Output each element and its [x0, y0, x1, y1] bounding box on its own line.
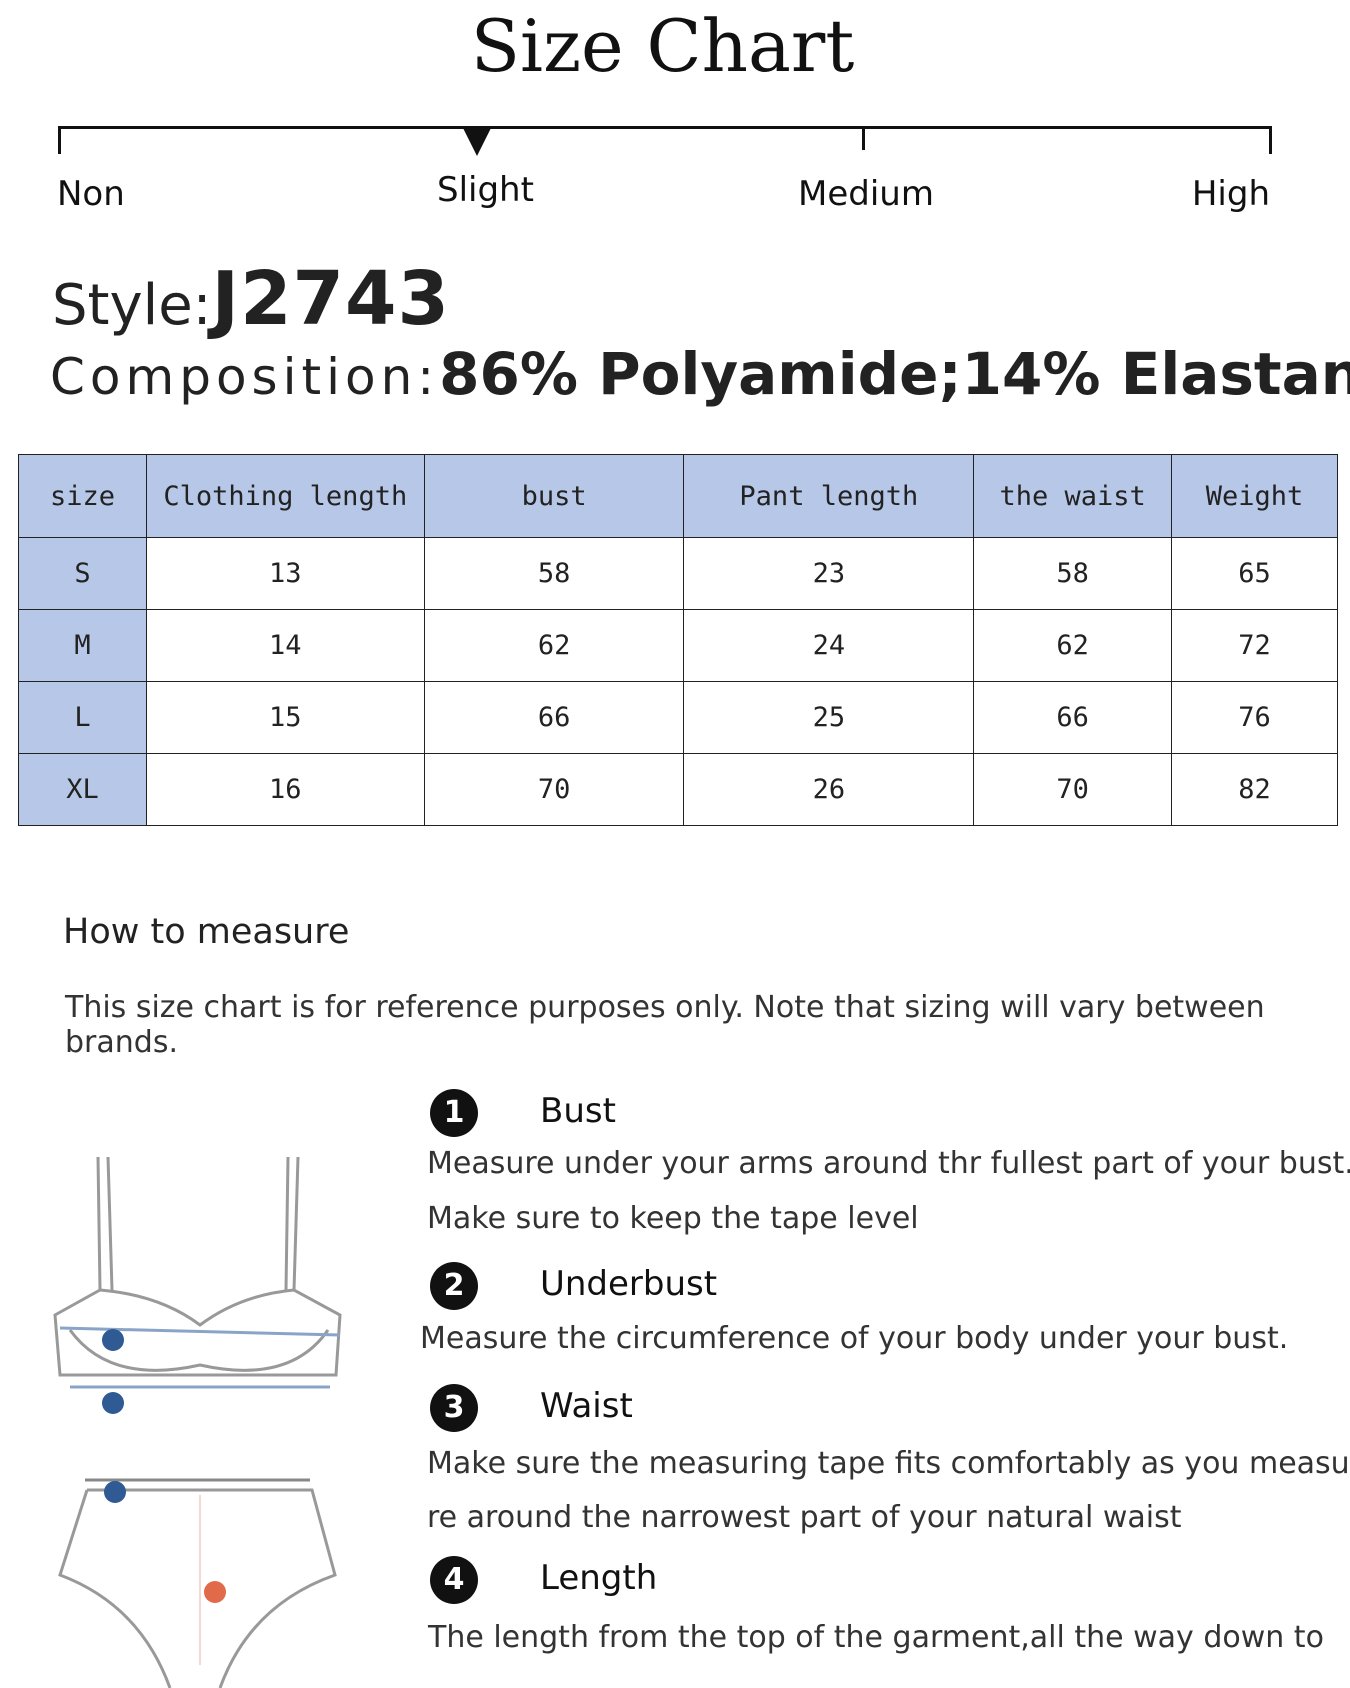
scale-line — [58, 126, 1272, 129]
value-cell: 16 — [145, 753, 425, 826]
table-row: M 14 62 24 62 72 — [18, 609, 1338, 682]
number-badge-icon: 3 — [430, 1384, 478, 1432]
value-cell: 70 — [973, 753, 1173, 826]
header-size: size — [18, 454, 147, 538]
number-badge-icon: 2 — [430, 1262, 478, 1310]
how-to-measure-heading: How to measure — [63, 912, 350, 952]
measure-item-title: Waist — [540, 1386, 633, 1426]
value-cell: 72 — [1171, 609, 1338, 682]
measure-item-text: Make sure the measuring tape fits comfor… — [427, 1446, 1350, 1481]
header-bust: bust — [423, 454, 685, 538]
value-cell: 26 — [683, 753, 975, 826]
disclaimer-text: This size chart is for reference purpose… — [65, 990, 1265, 1060]
size-cell: XL — [18, 753, 147, 826]
header-waist: the waist — [973, 454, 1173, 538]
size-cell: M — [18, 609, 147, 682]
value-cell: 65 — [1171, 537, 1338, 610]
scale-label-high: High — [1191, 174, 1270, 214]
scale-tick — [58, 126, 61, 154]
value-cell: 62 — [973, 609, 1173, 682]
measure-item-title: Length — [540, 1558, 658, 1598]
composition-label: Composition: — [50, 348, 440, 406]
scale-tick — [1269, 126, 1272, 154]
measure-item-text: re around the narrowest part of your nat… — [427, 1500, 1182, 1535]
size-cell: S — [18, 537, 147, 610]
value-cell: 23 — [683, 537, 975, 610]
size-table: size Clothing length bust Pant length th… — [18, 454, 1338, 826]
value-cell: 14 — [145, 609, 425, 682]
number-badge-icon: 4 — [430, 1556, 478, 1604]
value-cell: 76 — [1171, 681, 1338, 754]
composition-line: Composition:86% Polyamide;14% Elastane; — [50, 340, 1350, 408]
measure-item-text: Make sure to keep the tape level — [427, 1201, 919, 1236]
header-clothing-length: Clothing length — [145, 454, 425, 538]
value-cell: 13 — [145, 537, 425, 610]
size-cell: L — [18, 681, 147, 754]
table-header-row: size Clothing length bust Pant length th… — [18, 454, 1338, 538]
value-cell: 15 — [145, 681, 425, 754]
value-cell: 62 — [423, 609, 685, 682]
value-cell: 24 — [683, 609, 975, 682]
scale-label-non: Non — [57, 174, 125, 214]
measure-item-title: Underbust — [540, 1264, 718, 1304]
table-row: S 13 58 23 58 65 — [18, 537, 1338, 610]
selected-marker-icon — [462, 126, 492, 156]
lingerie-measure-illustration — [53, 1156, 342, 1688]
value-cell: 58 — [973, 537, 1173, 610]
header-weight: Weight — [1171, 454, 1338, 538]
value-cell: 25 — [683, 681, 975, 754]
header-pant-length: Pant length — [683, 454, 975, 538]
value-cell: 66 — [423, 681, 685, 754]
scale-label-medium: Medium — [798, 174, 934, 214]
number-badge-icon: 1 — [430, 1089, 478, 1137]
value-cell: 82 — [1171, 753, 1338, 826]
measure-item-title: Bust — [540, 1091, 616, 1131]
style-value: J2743 — [211, 256, 451, 342]
scale-tick — [862, 126, 865, 150]
value-cell: 66 — [973, 681, 1173, 754]
scale-label-slight: Slight — [437, 170, 534, 210]
measure-item-text: Measure under your arms around thr fulle… — [427, 1146, 1350, 1181]
table-row: XL 16 70 26 70 82 — [18, 753, 1338, 826]
style-line: Style:J2743 — [52, 256, 450, 342]
measure-item-text: Measure the circumference of your body u… — [420, 1321, 1289, 1356]
composition-value: 86% Polyamide;14% Elastane; — [439, 340, 1350, 408]
page-title: Size Chart — [470, 4, 855, 88]
table-row: L 15 66 25 66 76 — [18, 681, 1338, 754]
style-label: Style: — [52, 273, 212, 338]
measure-item-text: The length from the top of the garment,a… — [428, 1620, 1324, 1655]
value-cell: 58 — [423, 537, 685, 610]
value-cell: 70 — [423, 753, 685, 826]
